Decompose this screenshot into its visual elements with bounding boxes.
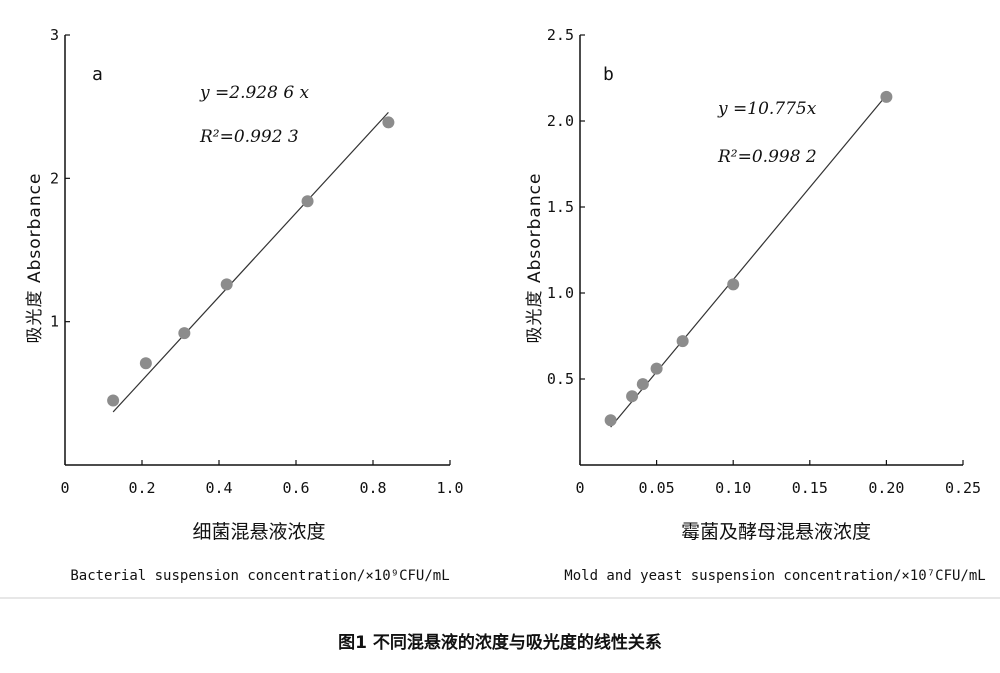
x-tick-label: 0.4 (205, 479, 232, 497)
x-axis-label-cn: 霉菌及酵母混悬液浓度 (681, 521, 871, 543)
x-tick-label: 0.8 (359, 479, 386, 497)
y-tick-label: 1.5 (547, 198, 574, 216)
panel-letter: b (603, 64, 614, 85)
x-tick-label: 0 (575, 479, 584, 497)
data-point (178, 327, 191, 340)
panel-a: 0 0.2 0.4 0.6 0.8 1.0 1 2 3 a y =2.928 6 x R²=0.992… (25, 26, 464, 584)
data-point (626, 390, 639, 403)
x-axis-label-cn: 细菌混悬液浓度 (192, 521, 325, 543)
y-tick-label: 3 (50, 26, 59, 44)
data-point (650, 362, 663, 375)
y-axis-label: 吸光度 Absorbance (525, 173, 545, 344)
y-tick-label: 2.0 (547, 112, 574, 130)
x-axis-label-en: Bacterial suspension concentration/×10⁹C… (70, 568, 449, 584)
y-tick-label: 1 (50, 313, 59, 331)
data-point (301, 195, 314, 208)
data-point (220, 278, 233, 291)
panel-b: 0 0.05 0.10 0.15 0.20 0.25 0.5 1.0 1.5 2.0 2.5 b y =… (525, 26, 986, 584)
data-point (880, 90, 893, 103)
y-tick-label: 2.5 (547, 26, 574, 44)
r-squared: R²=0.992 3 (199, 127, 299, 147)
figure-caption: 图1 不同混悬液的浓度与吸光度的线性关系 (338, 632, 662, 653)
y-tick-label: 0.5 (547, 370, 574, 388)
x-tick-label: 0.25 (945, 479, 981, 497)
regression-line (610, 94, 887, 428)
x-axis-label-en: Mold and yeast suspension concentration/… (564, 568, 985, 584)
x-tick-label: 0.20 (868, 479, 904, 497)
x-tick-label: 0.6 (282, 479, 309, 497)
data-point (382, 116, 395, 129)
y-tick-label: 1.0 (547, 284, 574, 302)
data-point (727, 278, 740, 291)
y-axis-label: 吸光度 Absorbance (25, 173, 45, 344)
x-tick-label: 0.05 (639, 479, 675, 497)
data-point (604, 414, 617, 427)
x-tick-label: 0.15 (792, 479, 828, 497)
x-tick-label: 0.2 (128, 479, 155, 497)
y-tick-label: 2 (50, 169, 59, 187)
regression-line (112, 111, 389, 413)
regression-equation: y =2.928 6 x (199, 83, 310, 103)
x-tick-label: 1.0 (436, 479, 463, 497)
data-point (139, 357, 152, 370)
data-point (107, 394, 120, 407)
panel-letter: a (92, 64, 103, 85)
data-point (676, 335, 689, 348)
regression-equation: y =10.775x (717, 99, 817, 119)
r-squared: R²=0.998 2 (717, 147, 817, 167)
data-point (636, 378, 649, 391)
x-tick-label: 0.10 (715, 479, 751, 497)
x-tick-label: 0 (60, 479, 69, 497)
